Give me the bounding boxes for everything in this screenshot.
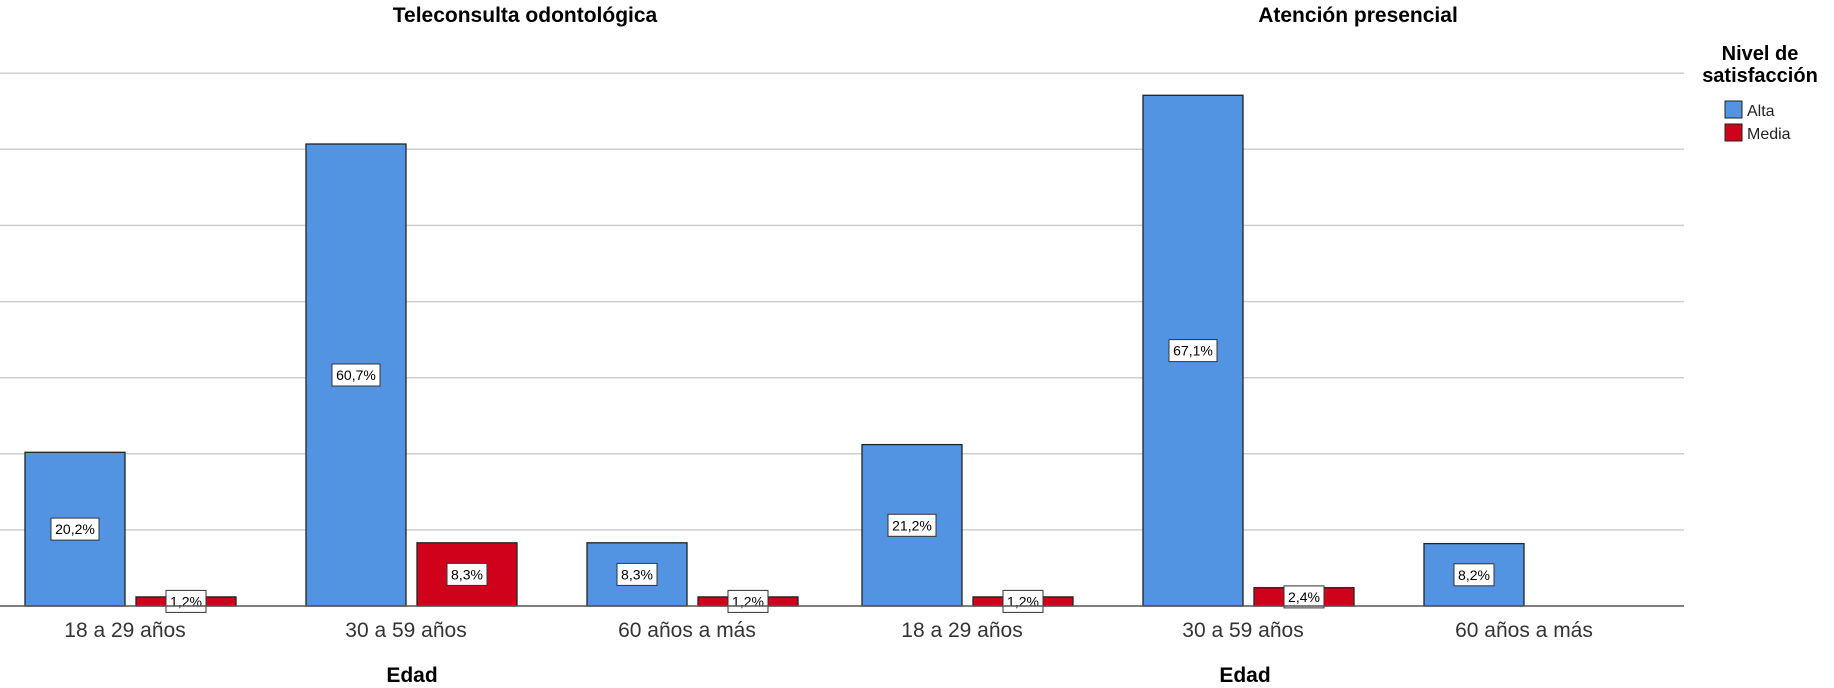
data-labels-layer: 20,2% 1,2% 60,7% 8,3% 8,3% 1,2% 21,2% 1,2% 67,1%…	[50, 339, 1495, 613]
panel-title-teleconsulta: Teleconsulta odontológica	[393, 4, 658, 27]
data-label-box	[616, 562, 658, 586]
data-label-box	[1002, 589, 1044, 613]
legend-swatch-media	[1724, 123, 1743, 142]
legend: Nivel de satisfacción Alta Media	[1702, 43, 1818, 143]
x-tick-label: 60 años a más	[1455, 619, 1593, 642]
data-label: 1,2%	[170, 593, 202, 609]
x-axis-label-teleconsulta: Edad	[386, 664, 437, 687]
data-label: 2,4%	[1288, 589, 1320, 605]
data-label: 1,2%	[732, 593, 764, 609]
x-tick-labels: 18 a 29 años 30 a 59 años 60 años a más 18 …	[64, 619, 1593, 642]
data-label-box	[1168, 339, 1218, 363]
data-label: 67,1%	[1173, 343, 1213, 359]
legend-title-line2: satisfacción	[1702, 65, 1818, 87]
data-label-box	[887, 513, 937, 537]
data-label: 1,2%	[1007, 593, 1039, 609]
x-tick-label: 18 a 29 años	[64, 619, 185, 642]
data-label-box	[50, 517, 100, 541]
data-label-box	[727, 589, 769, 613]
x-tick-label: 18 a 29 años	[901, 619, 1022, 642]
data-label-box	[446, 562, 488, 586]
grid-lines	[0, 72, 1684, 531]
legend-label-alta: Alta	[1747, 103, 1775, 120]
bars-layer	[24, 94, 1525, 607]
x-axis-label-presencial: Edad	[1219, 664, 1270, 687]
x-tick-label: 60 años a más	[618, 619, 756, 642]
data-label-box	[331, 363, 381, 387]
legend-label-media: Media	[1747, 126, 1791, 143]
data-label: 21,2%	[892, 517, 932, 533]
panel-title-presencial: Atención presencial	[1258, 4, 1458, 27]
x-tick-label: 30 a 59 años	[1182, 619, 1303, 642]
data-label: 20,2%	[55, 521, 95, 537]
data-label-box	[1453, 563, 1495, 587]
data-label: 8,3%	[451, 566, 483, 582]
data-label-box	[1283, 585, 1325, 609]
data-label: 60,7%	[336, 367, 376, 383]
legend-swatch-alta	[1724, 100, 1743, 119]
data-label-box	[165, 589, 207, 613]
data-label: 8,3%	[621, 566, 653, 582]
data-label: 8,2%	[1458, 567, 1490, 583]
legend-title-line1: Nivel de	[1722, 43, 1799, 65]
x-tick-label: 30 a 59 años	[345, 619, 466, 642]
